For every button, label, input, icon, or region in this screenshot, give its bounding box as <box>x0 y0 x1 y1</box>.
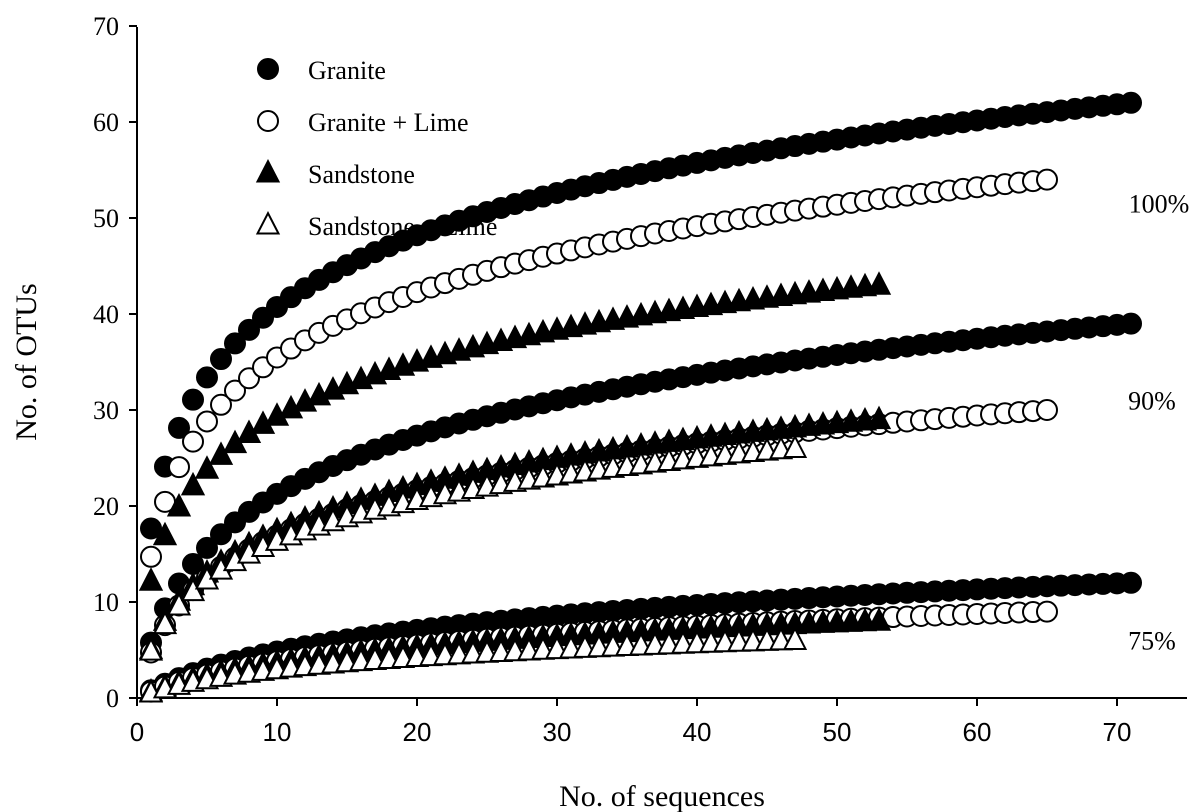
y-tick-label: 60 <box>93 108 119 137</box>
y-tick-label: 70 <box>93 12 119 41</box>
y-tick-label: 20 <box>93 492 119 521</box>
legend-label: Sandstone <box>308 160 415 189</box>
x-axis-title: No. of sequences <box>559 780 765 812</box>
x-tick-label: 50 <box>823 717 852 747</box>
triangle-point-open <box>138 637 164 661</box>
legend-label: Granite <box>308 56 386 85</box>
triangle-point-filled <box>866 607 892 631</box>
y-axis-title: No. of OTUs <box>10 283 43 441</box>
axes <box>136 27 1187 699</box>
point-filled <box>182 388 204 411</box>
x-tick-label: 0 <box>130 717 144 747</box>
x-tick-label: 20 <box>403 717 432 747</box>
triangle-point-open <box>166 591 192 616</box>
legend-marker-circle-filled <box>257 58 279 80</box>
triangle-point-filled <box>194 455 220 479</box>
point-filled <box>210 523 232 546</box>
triangle-point-open <box>782 434 808 458</box>
x-tick-label: 30 <box>543 717 572 747</box>
legend-marker-triangle-open <box>255 211 281 235</box>
point-open <box>224 379 246 402</box>
point-filled <box>196 366 218 389</box>
data-marks <box>138 91 1142 703</box>
point-filled <box>1120 91 1142 114</box>
x-tick-label: 40 <box>683 717 712 747</box>
triangle-point-filled <box>138 567 164 591</box>
annotations: 100% 90% 75% <box>1128 190 1189 656</box>
legend: Granite Granite + Lime Sandstone Sandstone … <box>255 56 497 241</box>
y-tick-label: 10 <box>93 588 119 617</box>
y-tick-label: 0 <box>106 684 119 713</box>
point-open <box>1036 600 1058 623</box>
series-sandstone-100pct <box>138 271 892 591</box>
point-open <box>168 456 190 479</box>
y-tick-label: 40 <box>93 300 119 329</box>
point-open <box>140 545 162 568</box>
triangle-point-filled <box>866 271 892 295</box>
triangle-point-filled <box>208 441 234 465</box>
point-open <box>182 430 204 453</box>
triangle-point-filled <box>152 521 178 546</box>
series-granite-100pct <box>140 91 1142 540</box>
y-ticks: 0 10 20 30 40 50 60 70 <box>93 12 137 713</box>
series-granite-90pct <box>140 312 1142 654</box>
point-filled <box>1120 312 1142 335</box>
legend-label: Sandstone + Lime <box>308 212 497 241</box>
x-ticks: 0 10 20 30 40 50 60 70 <box>130 698 1132 747</box>
point-open <box>1036 168 1058 191</box>
point-filled <box>140 517 162 540</box>
y-tick-label: 30 <box>93 396 119 425</box>
point-filled <box>224 332 246 355</box>
y-tick-label: 50 <box>93 204 119 233</box>
point-open <box>210 393 232 416</box>
point-filled <box>238 318 260 341</box>
legend-marker-circle-open <box>257 110 279 132</box>
point-open <box>196 410 218 433</box>
point-open <box>1036 399 1058 421</box>
triangle-point-open <box>152 610 178 635</box>
triangle-point-open <box>782 626 808 650</box>
triangle-point-filled <box>180 471 206 496</box>
point-filled <box>168 416 190 439</box>
annotation-label: 90% <box>1128 386 1176 415</box>
series-sandstone-lime-75pct <box>138 626 808 703</box>
x-tick-label: 10 <box>263 717 292 747</box>
annotation-label: 100% <box>1129 190 1190 219</box>
point-filled <box>1120 571 1142 594</box>
triangle-point-filled <box>166 492 192 517</box>
legend-marker-triangle-filled <box>255 159 281 183</box>
annotation-label: 75% <box>1128 626 1176 655</box>
series-sandstone-lime-90pct <box>138 434 808 661</box>
series-granite-lime-100pct <box>140 168 1058 568</box>
point-filled <box>196 536 218 559</box>
triangle-point-open <box>180 577 206 602</box>
triangle-point-filled <box>866 405 892 430</box>
x-tick-label: 70 <box>1103 717 1132 747</box>
point-filled <box>210 348 232 371</box>
x-tick-label: 60 <box>963 717 992 747</box>
legend-label: Granite + Lime <box>308 108 469 137</box>
